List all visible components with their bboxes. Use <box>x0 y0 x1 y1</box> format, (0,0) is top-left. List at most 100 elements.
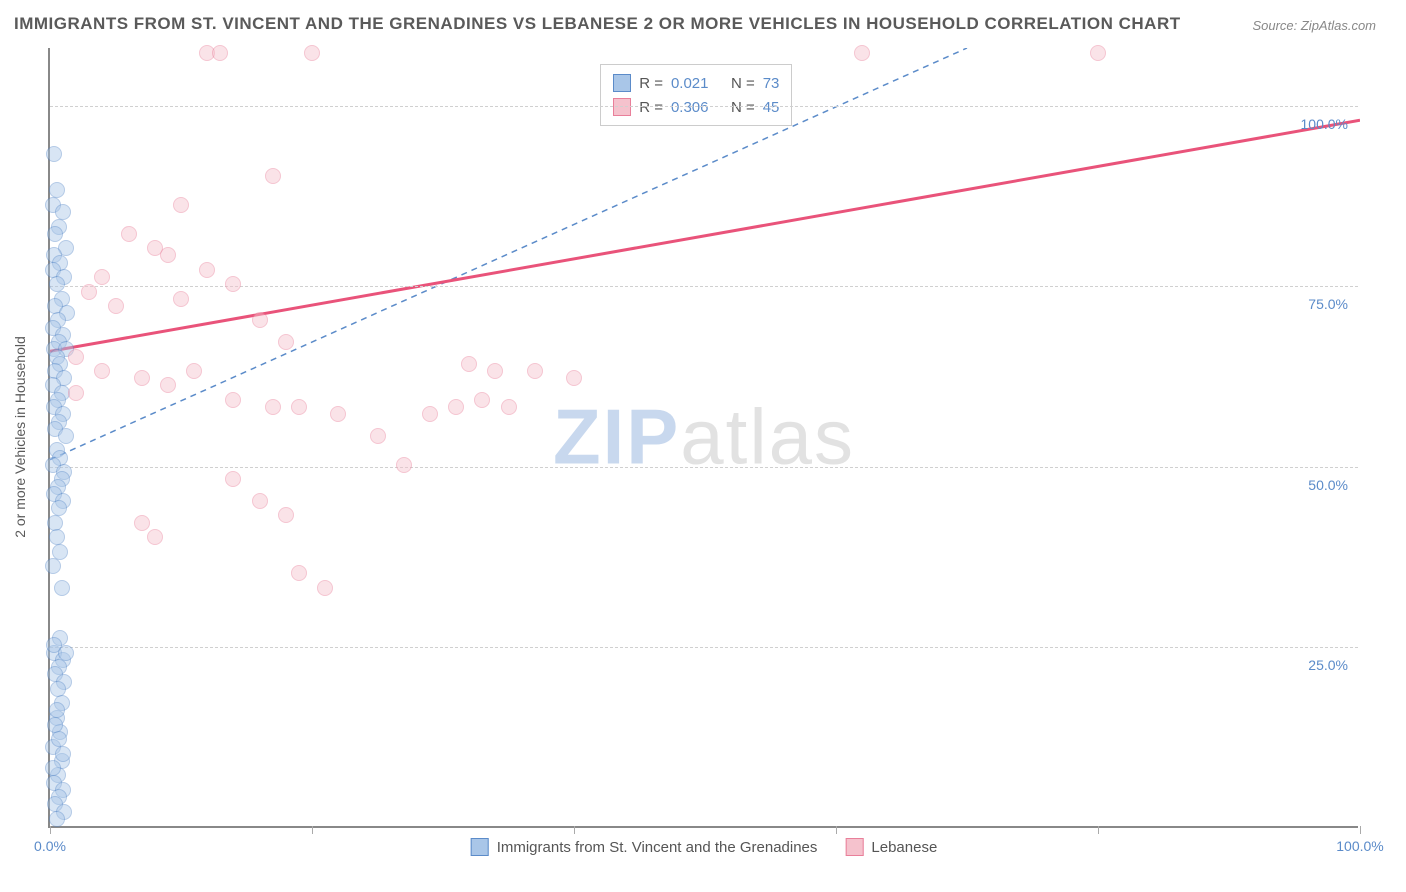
data-point <box>396 457 412 473</box>
legend-series-label: Immigrants from St. Vincent and the Gren… <box>497 839 818 856</box>
data-point <box>252 493 268 509</box>
watermark: ZIPatlas <box>553 392 855 483</box>
y-tick-label: 75.0% <box>1308 296 1348 312</box>
chart-container: 2 or more Vehicles in Household ZIPatlas… <box>48 48 1388 848</box>
legend-r-value: 0.021 <box>671 75 723 92</box>
y-axis-label: 2 or more Vehicles in Household <box>12 336 28 538</box>
data-point <box>68 349 84 365</box>
source-label: Source: ZipAtlas.com <box>1252 18 1376 33</box>
data-point <box>186 363 202 379</box>
legend-swatch <box>845 838 863 856</box>
legend-series-label: Lebanese <box>871 839 937 856</box>
x-tick-label: 0.0% <box>34 838 66 854</box>
legend-swatch <box>613 98 631 116</box>
x-tick <box>1098 826 1099 834</box>
legend-swatch <box>613 74 631 92</box>
data-point <box>487 363 503 379</box>
data-point <box>160 247 176 263</box>
data-point <box>304 45 320 61</box>
data-point <box>49 529 65 545</box>
data-point <box>199 262 215 278</box>
data-point <box>47 717 63 733</box>
data-point <box>45 558 61 574</box>
data-point <box>291 565 307 581</box>
data-point <box>134 515 150 531</box>
y-tick-label: 25.0% <box>1308 657 1348 673</box>
data-point <box>108 298 124 314</box>
data-point <box>461 356 477 372</box>
data-point <box>160 377 176 393</box>
data-point <box>47 226 63 242</box>
data-point <box>330 406 346 422</box>
legend-r-value: 0.306 <box>671 99 723 116</box>
legend-n-label: N = <box>731 99 755 116</box>
gridline-h <box>50 467 1358 468</box>
data-point <box>51 731 67 747</box>
y-tick-label: 50.0% <box>1308 477 1348 493</box>
legend-swatch <box>471 838 489 856</box>
legend-n-value: 45 <box>763 99 780 116</box>
data-point <box>225 471 241 487</box>
data-point <box>291 399 307 415</box>
data-point <box>501 399 517 415</box>
x-tick <box>1360 826 1361 834</box>
legend-r-label: R = <box>639 99 663 116</box>
data-point <box>225 392 241 408</box>
data-point <box>1090 45 1106 61</box>
data-point <box>49 811 65 827</box>
legend-stat-row: R = 0.021 N = 73 <box>613 71 779 95</box>
data-point <box>45 760 61 776</box>
data-point <box>278 507 294 523</box>
data-point <box>566 370 582 386</box>
data-point <box>134 370 150 386</box>
data-point <box>49 702 65 718</box>
data-point <box>54 580 70 596</box>
data-point <box>278 334 294 350</box>
legend-series-item: Immigrants from St. Vincent and the Gren… <box>471 838 818 856</box>
data-point <box>58 428 74 444</box>
gridline-h <box>50 106 1358 107</box>
data-point <box>212 45 228 61</box>
data-point <box>55 746 71 762</box>
legend-series: Immigrants from St. Vincent and the Gren… <box>471 838 938 856</box>
data-point <box>225 276 241 292</box>
legend-series-item: Lebanese <box>845 838 937 856</box>
x-tick-label: 100.0% <box>1336 838 1383 854</box>
legend-n-label: N = <box>731 75 755 92</box>
legend-n-value: 73 <box>763 75 780 92</box>
chart-title: IMMIGRANTS FROM ST. VINCENT AND THE GREN… <box>14 14 1181 34</box>
trend-lines <box>50 48 1360 828</box>
data-point <box>173 291 189 307</box>
data-point <box>370 428 386 444</box>
data-point <box>854 45 870 61</box>
data-point <box>422 406 438 422</box>
data-point <box>317 580 333 596</box>
data-point <box>265 399 281 415</box>
x-tick <box>50 826 51 834</box>
legend-stat-row: R = 0.306 N = 45 <box>613 95 779 119</box>
trend-line <box>50 120 1360 351</box>
data-point <box>448 399 464 415</box>
legend-stats: R = 0.021 N = 73 R = 0.306 N = 45 <box>600 64 792 126</box>
data-point <box>265 168 281 184</box>
plot-area: 2 or more Vehicles in Household ZIPatlas… <box>48 48 1358 828</box>
data-point <box>147 529 163 545</box>
legend-r-label: R = <box>639 75 663 92</box>
trend-line <box>50 48 967 460</box>
gridline-h <box>50 647 1358 648</box>
data-point <box>527 363 543 379</box>
data-point <box>121 226 137 242</box>
data-point <box>94 363 110 379</box>
y-tick-label: 100.0% <box>1301 116 1348 132</box>
data-point <box>94 269 110 285</box>
x-tick <box>836 826 837 834</box>
x-tick <box>574 826 575 834</box>
data-point <box>50 681 66 697</box>
gridline-h <box>50 286 1358 287</box>
data-point <box>81 284 97 300</box>
data-point <box>173 197 189 213</box>
data-point <box>58 645 74 661</box>
data-point <box>68 385 84 401</box>
data-point <box>252 312 268 328</box>
data-point <box>46 146 62 162</box>
